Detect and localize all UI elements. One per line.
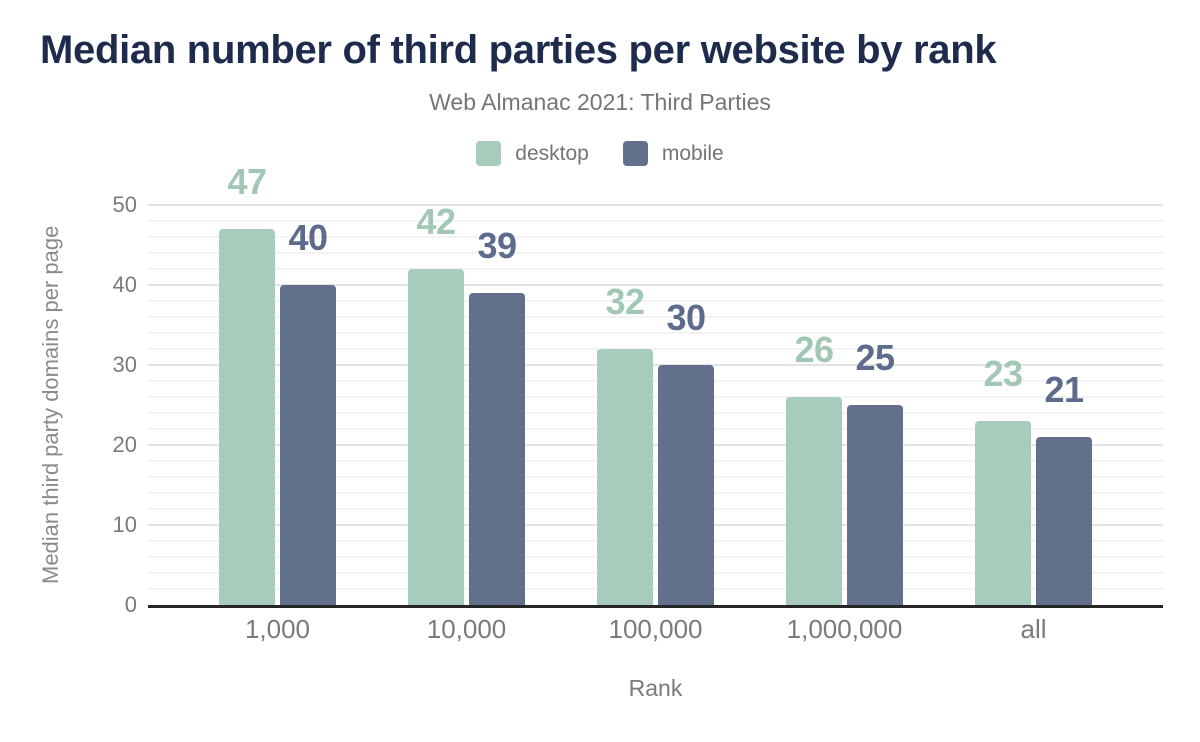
bar-desktop: [786, 397, 842, 605]
bar-mobile: [469, 293, 525, 605]
x-tick-label: 1,000,000: [786, 614, 903, 644]
gridline-minor: [148, 348, 1163, 350]
bar-value-label: 40: [288, 217, 328, 258]
y-tick-label: 20: [112, 432, 137, 457]
gridline-minor: [148, 508, 1163, 510]
x-tick-label: all: [1020, 614, 1047, 644]
y-tick-label: 50: [112, 192, 137, 217]
x-tick-label: 10,000: [426, 614, 507, 644]
gridline-minor: [148, 236, 1163, 238]
bar-value-label: 47: [227, 161, 267, 202]
gridline-minor: [148, 540, 1163, 542]
gridline-minor: [148, 588, 1163, 590]
legend-label: desktop: [515, 142, 589, 165]
y-tick-label: 30: [112, 352, 137, 377]
legend-item-desktop: desktop: [476, 141, 589, 166]
y-axis-title: Median third party domains per page: [38, 225, 63, 585]
chart-title: Median number of third parties per websi…: [40, 28, 997, 72]
legend-item-mobile: mobile: [622, 141, 724, 166]
gridline-minor: [148, 316, 1163, 318]
gridline-minor: [148, 428, 1163, 430]
gridline-minor: [148, 460, 1163, 462]
y-tick-label: 40: [112, 272, 137, 297]
gridline-major: [148, 444, 1163, 446]
gridline-minor: [148, 268, 1163, 270]
mobile-swatch-icon: [622, 141, 648, 166]
gridline-minor: [148, 556, 1163, 558]
gridline-minor: [148, 380, 1163, 382]
bar-mobile: [658, 365, 714, 605]
gridline-major: [148, 284, 1163, 286]
gridline-minor: [148, 412, 1163, 414]
bar-value-label: 42: [416, 201, 456, 242]
gridline-major: [148, 364, 1163, 366]
gridline-minor: [148, 572, 1163, 574]
gridline-minor: [148, 332, 1163, 334]
bar-desktop: [219, 229, 275, 605]
plot-area: 47 40 42 39 32 30 26 25 23 21: [148, 164, 1163, 608]
legend-label: mobile: [661, 142, 724, 165]
gridline-major: [148, 524, 1163, 526]
gridline-minor: [148, 300, 1163, 302]
bar-value-label: 39: [477, 225, 517, 266]
bar-mobile: [280, 285, 336, 605]
chart-subtitle: Web Almanac 2021: Third Parties: [429, 89, 771, 115]
gridline-minor: [148, 396, 1163, 398]
bar-value-label: 26: [794, 329, 834, 370]
bar-value-label: 21: [1044, 369, 1084, 410]
gridline-minor: [148, 492, 1163, 494]
x-tick-label: 100,000: [608, 614, 703, 644]
bar-value-label: 32: [605, 281, 645, 322]
bar-value-label: 23: [983, 353, 1023, 394]
gridline-minor: [148, 252, 1163, 254]
gridline-minor: [148, 476, 1163, 478]
bar-desktop: [408, 269, 464, 605]
y-tick-label: 10: [112, 512, 137, 537]
y-tick-label: 0: [124, 592, 137, 617]
x-axis-line: [148, 605, 1163, 608]
gridline-major: [148, 204, 1163, 206]
desktop-swatch-icon: [476, 141, 502, 166]
gridline-minor: [148, 220, 1163, 222]
bar-mobile: [847, 405, 903, 605]
bar-desktop: [597, 349, 653, 605]
bar-value-label: 30: [666, 297, 706, 338]
bar-desktop: [975, 421, 1031, 605]
x-axis-title: Rank: [628, 675, 683, 701]
bar-value-label: 25: [855, 337, 895, 378]
bar-mobile: [1036, 437, 1092, 605]
legend: desktop mobile: [0, 141, 1200, 166]
x-tick-label: 1,000: [244, 614, 311, 644]
